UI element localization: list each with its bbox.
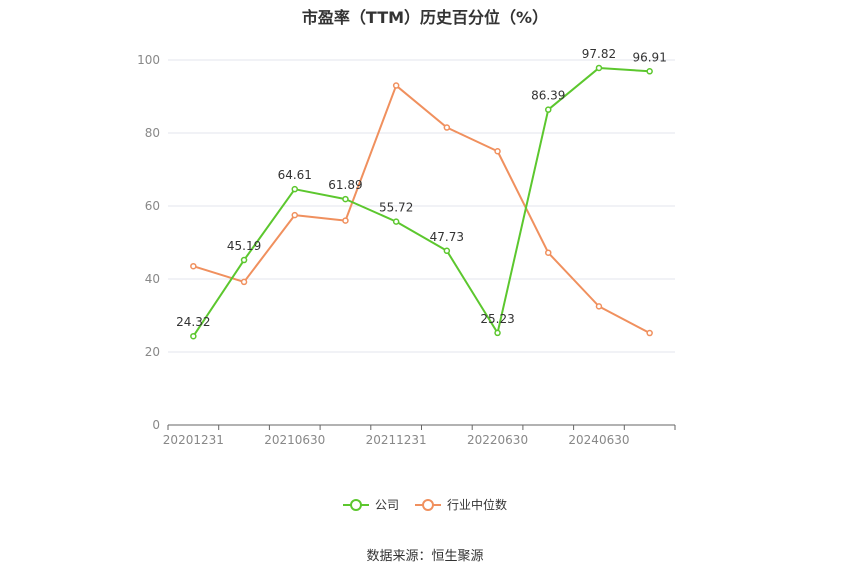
series-0-point: [291, 185, 298, 193]
series-1-point: [240, 278, 248, 286]
series-1-point: [595, 303, 603, 310]
y-tick-label: 100: [137, 53, 160, 67]
data-source-note: 数据来源：恒生聚源: [366, 549, 484, 564]
axes: 0 20 40 60 80 100 20201231 20210630 20211231 2022…: [137, 53, 676, 447]
series-1-point: [545, 249, 552, 256]
data-labels: 24.32 45.19 64.61 61.89 55.72 47.73 25.23 86.39…: [176, 47, 667, 329]
y-tick-label: 20: [145, 345, 160, 359]
series-1-point: [392, 82, 400, 89]
y-tick-label: 60: [145, 199, 160, 213]
legend-item-industry-median[interactable]: 行业中位数: [415, 496, 507, 513]
y-tick-label: 0: [152, 418, 160, 432]
series-line-0: [192, 66, 650, 337]
data-label: 97.82: [582, 47, 616, 61]
series-1-point: [342, 217, 349, 224]
series-0-point: [595, 64, 603, 72]
series-0-point: [646, 68, 653, 75]
legend-label-industry-median: 行业中位数: [447, 498, 508, 512]
series-0-point: [494, 329, 501, 337]
series-0-point: [443, 247, 451, 255]
line-chart: 0 20 40 60 80 100 20201231 20210630 20211231 2022…: [137, 47, 676, 447]
legend-industry-marker-icon: [415, 498, 441, 511]
grid-lines: [168, 59, 675, 353]
series-0-point: [392, 218, 400, 225]
data-label: 25.23: [480, 312, 514, 326]
x-tick-label: 20220630: [467, 433, 528, 447]
legend: 公司 行业中位数: [0, 496, 850, 513]
data-label: 55.72: [379, 201, 413, 215]
legend-item-company[interactable]: 公司: [342, 496, 399, 513]
y-tick-label: 40: [145, 272, 160, 286]
x-tick-label: 20201231: [163, 433, 224, 447]
series-line-1: [193, 84, 651, 334]
data-label: 45.19: [227, 239, 261, 253]
series-0-point: [190, 332, 197, 340]
x-tick-label: 20210630: [264, 433, 325, 447]
series-1-point: [190, 262, 197, 270]
data-label: 24.32: [176, 315, 210, 329]
series-lines: [190, 64, 653, 340]
data-label: 64.61: [278, 168, 312, 182]
series-0-point: [240, 256, 248, 264]
data-label: 61.89: [328, 178, 362, 192]
legend-company-marker-icon: [342, 498, 369, 511]
legend-label-company: 公司: [374, 498, 399, 512]
series-1-point: [291, 211, 298, 219]
x-tick-label: 20211231: [366, 433, 427, 447]
data-label: 86.39: [531, 89, 565, 103]
series-1-point: [646, 329, 653, 337]
y-tick-label: 80: [145, 126, 160, 140]
data-label: 47.73: [430, 230, 464, 244]
chart-title: 市盈率（TTM）历史百分位（%）: [301, 8, 549, 27]
series-1-point: [494, 148, 501, 155]
series-0-point: [342, 195, 349, 203]
data-label: 96.91: [632, 50, 666, 64]
x-tick-label: 20240630: [568, 433, 629, 447]
series-0-point: [545, 106, 552, 113]
series-1-point: [443, 124, 451, 131]
